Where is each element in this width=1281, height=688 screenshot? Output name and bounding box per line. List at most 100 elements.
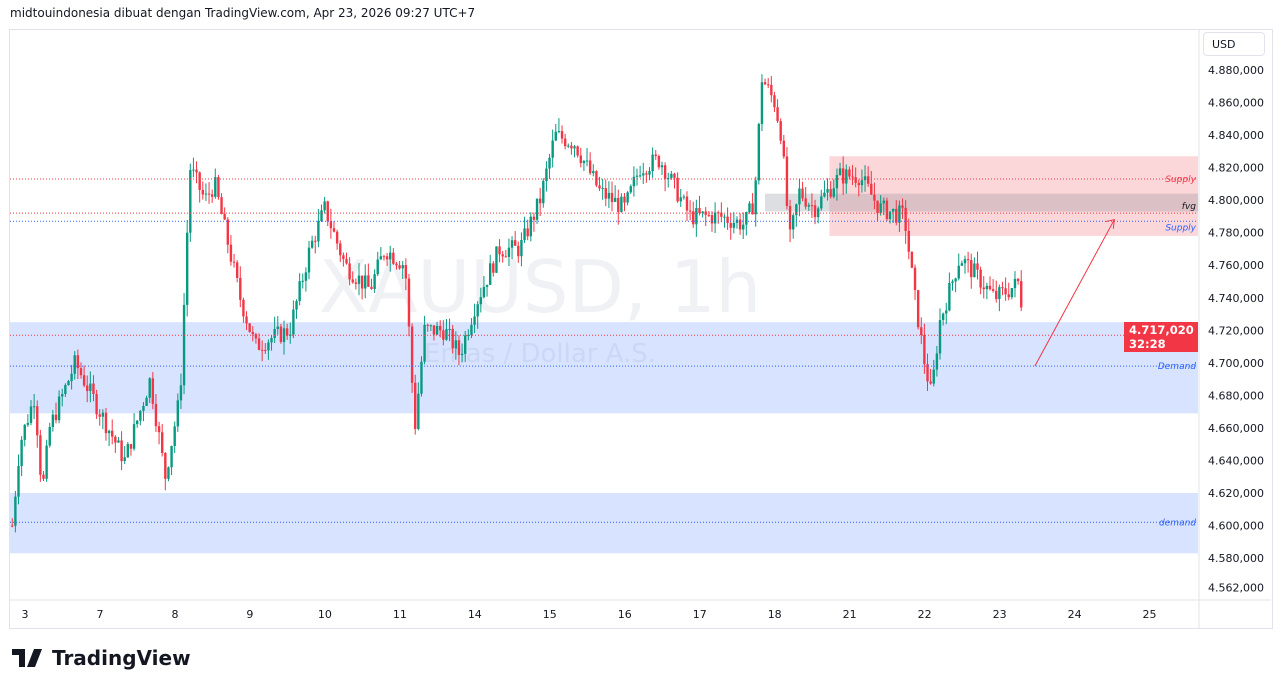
currency-button[interactable]: USD bbox=[1203, 32, 1265, 56]
candle-body bbox=[623, 196, 626, 203]
candle bbox=[439, 320, 442, 338]
candle-body bbox=[207, 193, 211, 195]
candle bbox=[470, 318, 473, 339]
x-tick-label: 17 bbox=[693, 608, 707, 621]
candle-body bbox=[785, 156, 789, 207]
candle bbox=[982, 276, 985, 299]
candle-body bbox=[938, 320, 942, 354]
candle bbox=[460, 343, 464, 363]
candle-body bbox=[563, 138, 567, 147]
candle-body bbox=[795, 204, 798, 216]
candle bbox=[160, 423, 164, 457]
y-tick-label: 4.680,000 bbox=[1208, 389, 1264, 402]
candle-body bbox=[548, 157, 551, 169]
candle bbox=[985, 282, 989, 300]
candle bbox=[748, 201, 751, 214]
candle-body bbox=[420, 361, 423, 394]
candle bbox=[898, 200, 901, 232]
candle bbox=[542, 178, 545, 208]
chart-frame[interactable] bbox=[9, 29, 1273, 629]
candle-body bbox=[801, 188, 804, 199]
candle bbox=[239, 266, 242, 308]
candle bbox=[645, 170, 648, 183]
candle bbox=[354, 278, 358, 290]
candle bbox=[588, 152, 592, 176]
candle bbox=[170, 445, 173, 476]
candle-body bbox=[357, 275, 361, 284]
candle-body bbox=[985, 285, 989, 290]
candle bbox=[882, 197, 885, 216]
candle-body bbox=[220, 197, 223, 215]
candle-body bbox=[314, 240, 317, 242]
candle bbox=[742, 212, 745, 239]
candle bbox=[548, 153, 551, 180]
tradingview-logo[interactable]: TradingView bbox=[12, 646, 191, 670]
candle bbox=[891, 208, 895, 224]
candle-body bbox=[351, 279, 354, 283]
demand-zone bbox=[10, 322, 1199, 414]
candle bbox=[810, 193, 814, 218]
candle-body bbox=[454, 340, 458, 349]
candle-body bbox=[1016, 278, 1020, 282]
candle-body bbox=[301, 280, 304, 282]
candle bbox=[367, 263, 370, 288]
candle bbox=[916, 289, 920, 330]
candle-body bbox=[720, 212, 723, 217]
candle-body bbox=[467, 335, 470, 337]
candle-body bbox=[723, 216, 726, 218]
level-label-supply: Supply bbox=[1165, 175, 1196, 185]
candle-body bbox=[267, 342, 270, 351]
candle-body bbox=[542, 180, 545, 204]
candle-body bbox=[376, 259, 379, 275]
y-tick-label: 4.820,000 bbox=[1208, 162, 1264, 175]
candle-body bbox=[885, 200, 889, 220]
x-tick-label: 7 bbox=[96, 608, 103, 621]
candle-body bbox=[848, 169, 851, 177]
candle-body bbox=[282, 328, 286, 343]
candle bbox=[373, 269, 376, 293]
candle-body bbox=[195, 169, 198, 173]
candle bbox=[11, 518, 14, 528]
candle bbox=[676, 172, 679, 203]
candle bbox=[473, 303, 476, 333]
candle bbox=[26, 414, 30, 427]
candle bbox=[117, 436, 120, 443]
candle-body bbox=[835, 174, 839, 189]
candle-body bbox=[189, 170, 192, 233]
candle-body bbox=[601, 188, 604, 190]
candle-body bbox=[114, 436, 117, 443]
candle-body bbox=[92, 383, 95, 395]
candle-body bbox=[751, 203, 754, 215]
candle-body bbox=[104, 412, 108, 434]
x-tick-label: 9 bbox=[246, 608, 253, 621]
candle-body bbox=[648, 171, 651, 175]
candle bbox=[660, 161, 664, 175]
candle bbox=[751, 193, 754, 215]
candle-body bbox=[913, 267, 917, 291]
candle-body bbox=[595, 171, 598, 186]
candle bbox=[629, 184, 632, 194]
candle-body bbox=[988, 285, 992, 290]
candle bbox=[816, 206, 820, 224]
candle-body bbox=[673, 173, 676, 178]
candle-body bbox=[307, 247, 311, 273]
candle-body bbox=[32, 406, 36, 408]
candle bbox=[857, 179, 860, 197]
candle-body bbox=[907, 230, 910, 252]
candle-body bbox=[488, 263, 492, 285]
candle-body bbox=[167, 467, 170, 479]
candle-body bbox=[966, 259, 970, 261]
candle bbox=[607, 181, 611, 209]
candle bbox=[111, 419, 114, 445]
candle bbox=[145, 395, 148, 406]
candle bbox=[951, 279, 954, 291]
candle-body bbox=[382, 256, 386, 258]
candle-body bbox=[851, 176, 854, 178]
candle bbox=[513, 231, 517, 246]
candle bbox=[273, 316, 276, 344]
candle-body bbox=[160, 432, 164, 453]
candle-body bbox=[954, 278, 957, 282]
candle bbox=[463, 330, 467, 363]
candle-body bbox=[770, 84, 773, 96]
